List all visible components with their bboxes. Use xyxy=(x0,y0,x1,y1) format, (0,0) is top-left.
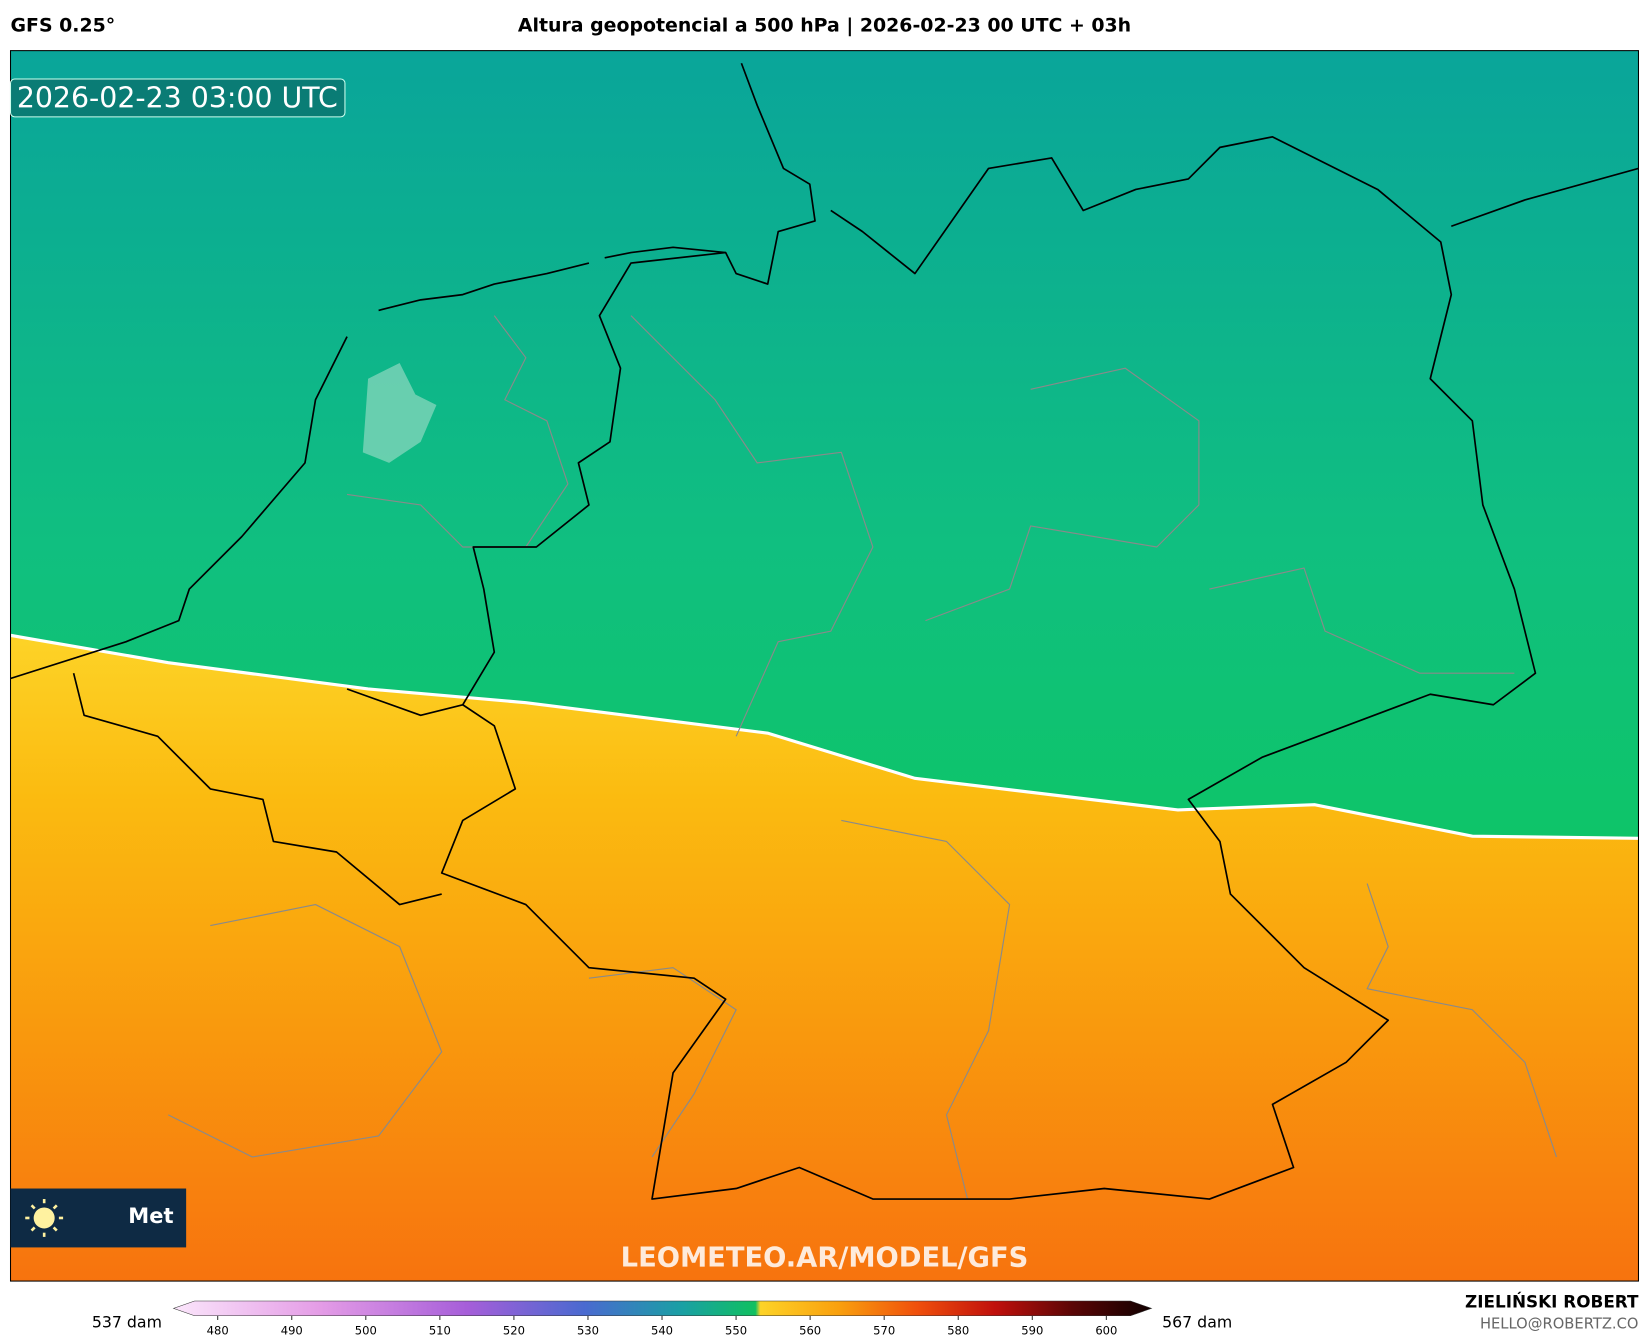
colorbar-tick-label: 510 xyxy=(429,1324,451,1338)
colorbar-tick-label: 530 xyxy=(577,1324,599,1338)
logo-rays xyxy=(25,1199,64,1237)
colorbar-tick-label: 520 xyxy=(503,1324,525,1338)
colorbar-tick-label: 490 xyxy=(281,1324,303,1338)
author: ZIELIŃSKI ROBERT xyxy=(1465,1290,1639,1311)
colorbar-min-label: 537 dam xyxy=(92,1312,162,1331)
valid-time: 2026-02-23 03:00 UTC xyxy=(17,81,338,114)
colorbar-tick-label: 570 xyxy=(873,1324,895,1338)
time-box xyxy=(9,78,346,118)
colorbar-tick-label: 560 xyxy=(799,1324,821,1338)
colorbar xyxy=(172,1300,1153,1317)
colorbar-tick-label: 590 xyxy=(1021,1324,1043,1338)
field-warm xyxy=(10,635,1639,1282)
colorbar-max-label: 567 dam xyxy=(1162,1312,1232,1331)
borders xyxy=(10,62,1639,1200)
logo-text: Met xyxy=(128,1203,173,1228)
contour-line xyxy=(10,633,1639,840)
colorbar-tick-label: 600 xyxy=(1095,1324,1117,1338)
map-frame xyxy=(9,50,1640,1282)
colorbar-tick-label: 480 xyxy=(207,1324,229,1338)
watermark: LEOMETEO.AR/MODEL/GFS xyxy=(621,1242,1029,1273)
email: HELLO@ROBERTZ.CO xyxy=(1480,1315,1639,1332)
colorbar-tick-label: 540 xyxy=(651,1324,673,1338)
model-label: GFS 0.25° xyxy=(11,15,116,37)
lake xyxy=(362,362,437,463)
colorbar-ticks: 480 490 500 510 520 530 540 550 560 570 580 590 600 xyxy=(207,1315,1117,1338)
colorbar-tick-label: 500 xyxy=(355,1324,377,1338)
colorbar-tick-label: 550 xyxy=(725,1324,747,1338)
map: LEOMETEO.AR/MODEL/GFS xyxy=(10,50,1639,1282)
logo-sun xyxy=(33,1207,55,1229)
colorbar-tick-label: 580 xyxy=(947,1324,969,1338)
map-title: Altura geopotencial a 500 hPa | 2026-02-… xyxy=(518,15,1131,37)
